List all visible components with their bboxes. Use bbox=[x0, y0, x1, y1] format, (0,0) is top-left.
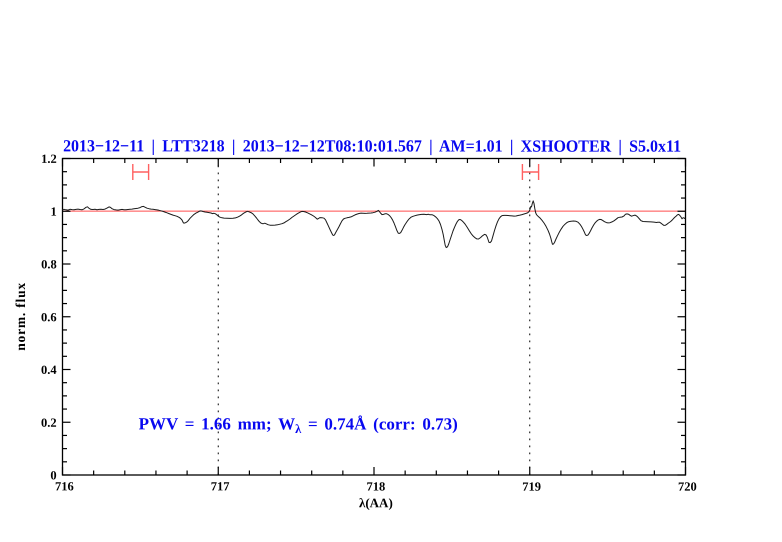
svg-text:717: 717 bbox=[211, 479, 230, 493]
svg-text:1: 1 bbox=[50, 205, 56, 219]
svg-text:716: 716 bbox=[55, 479, 74, 493]
svg-text:2013−12−11 | LTT3218 | 2013−12: 2013−12−11 | LTT3218 | 2013−12−12T08:10:… bbox=[63, 136, 681, 155]
svg-text:718: 718 bbox=[367, 479, 386, 493]
svg-text:719: 719 bbox=[522, 480, 541, 494]
svg-text:0.6: 0.6 bbox=[41, 310, 57, 324]
svg-text:720: 720 bbox=[678, 480, 697, 494]
svg-text:0.2: 0.2 bbox=[41, 416, 57, 430]
svg-text:1.2: 1.2 bbox=[41, 152, 57, 166]
svg-text:PWV = 1.66 mm; Wλ = 0.74Å (cor: PWV = 1.66 mm; Wλ = 0.74Å (corr: 0.73) bbox=[139, 414, 458, 436]
svg-text:norm. flux: norm. flux bbox=[13, 282, 28, 351]
svg-text:λ(AA): λ(AA) bbox=[359, 495, 393, 510]
svg-text:0.8: 0.8 bbox=[41, 257, 57, 271]
svg-text:0: 0 bbox=[50, 468, 56, 482]
svg-text:0.4: 0.4 bbox=[41, 363, 57, 377]
